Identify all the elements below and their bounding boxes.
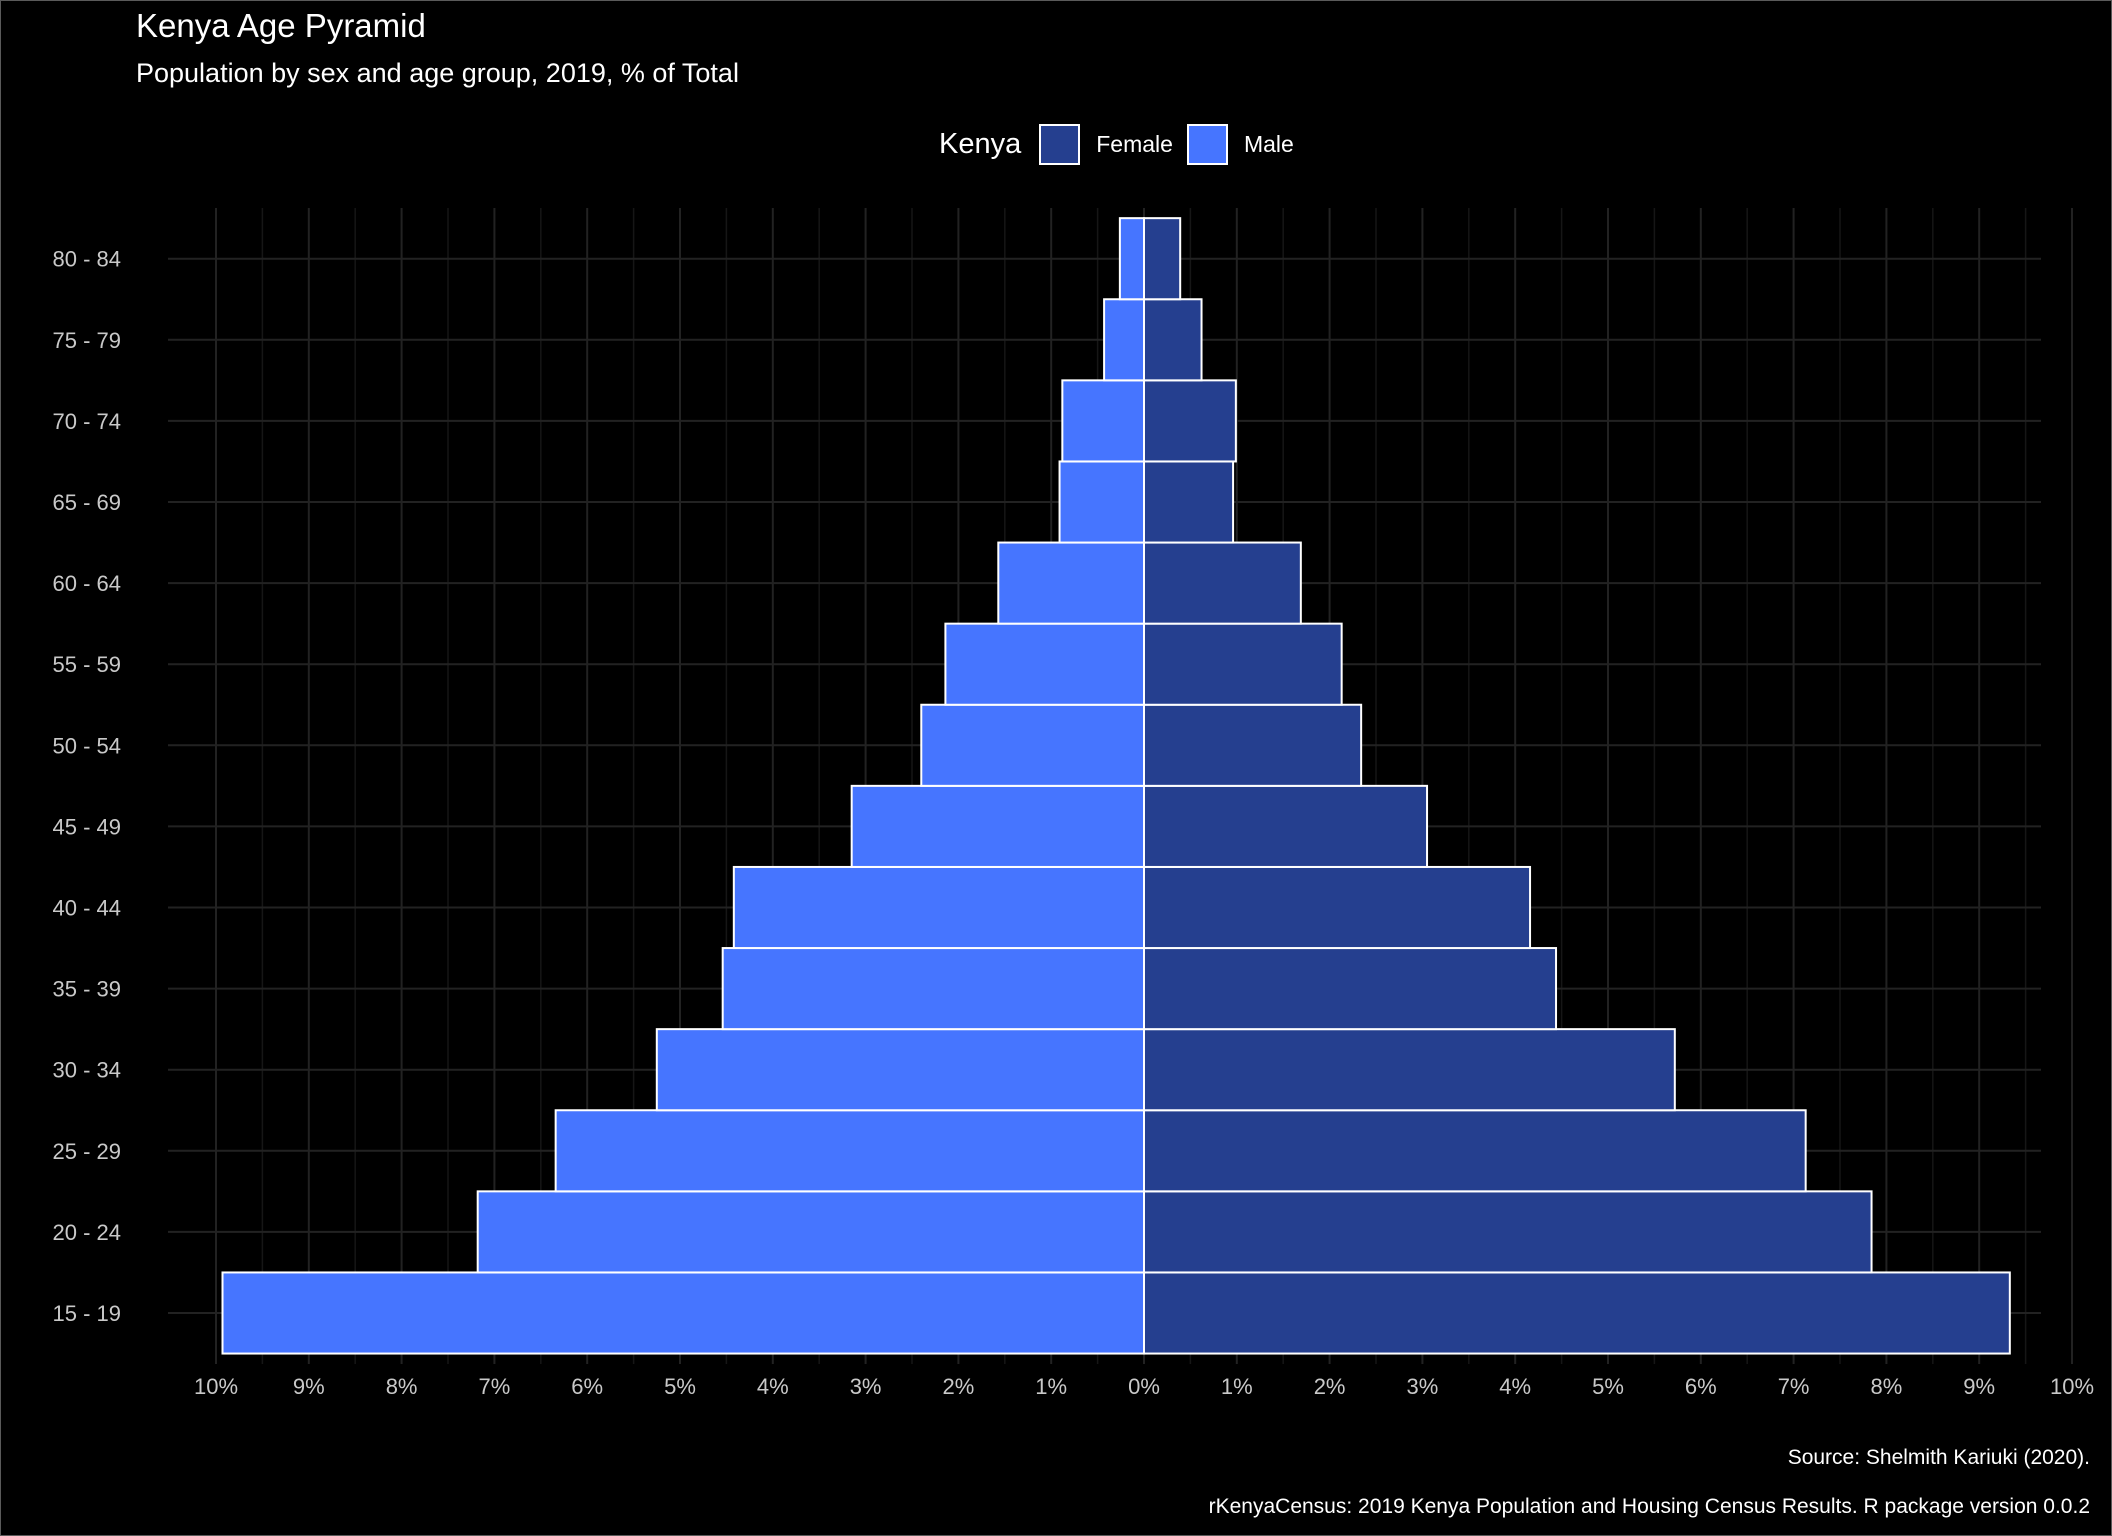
bar-male: [1058, 460, 1145, 544]
x-tick-label: 9%: [1963, 1374, 1995, 1399]
y-tick-label: 65 - 69: [53, 490, 122, 515]
bar-female: [1143, 217, 1182, 301]
y-tick-label: 75 - 79: [53, 328, 122, 353]
y-tick-label: 55 - 59: [53, 652, 122, 677]
bar-female: [1143, 379, 1237, 463]
bar-female: [1143, 1028, 1676, 1112]
legend-key-male: [1186, 123, 1228, 165]
bar-female: [1143, 784, 1429, 868]
bar-female: [1143, 541, 1302, 625]
chart-subtitle: Population by sex and age group, 2019, %…: [136, 58, 739, 88]
bar-male: [221, 1271, 1146, 1355]
bar-male: [1118, 217, 1145, 301]
legend-title: Kenya: [939, 127, 1022, 160]
y-tick-label: 15 - 19: [53, 1301, 122, 1326]
y-tick-label: 60 - 64: [53, 571, 122, 596]
y-tick-label: 30 - 34: [53, 1058, 122, 1083]
x-tick-label: 5%: [664, 1374, 696, 1399]
legend-item-male: Male: [1186, 123, 1294, 165]
bar-male: [920, 703, 1146, 787]
y-tick-label: 25 - 29: [53, 1139, 122, 1164]
bar-male: [850, 784, 1145, 868]
caption-package: rKenyaCensus: 2019 Kenya Population and …: [1208, 1495, 2090, 1518]
x-tick-label: 4%: [1499, 1374, 1531, 1399]
x-tick-label: 4%: [757, 1374, 789, 1399]
x-tick-label: 3%: [850, 1374, 882, 1399]
y-tick-label: 80 - 84: [53, 247, 122, 272]
x-tick-label: 2%: [1314, 1374, 1346, 1399]
x-tick-label: 10%: [2050, 1374, 2094, 1399]
chart-title: Kenya Age Pyramid: [136, 7, 426, 44]
legend-key-female: [1039, 123, 1081, 165]
bar-male: [1103, 298, 1145, 382]
bar-female: [1143, 298, 1203, 382]
x-tick-label: 7%: [1778, 1374, 1810, 1399]
bar-male: [554, 1109, 1145, 1193]
legend-item-female: Female: [1039, 123, 1173, 165]
x-tick-label: 2%: [943, 1374, 975, 1399]
y-tick-label: 20 - 24: [53, 1220, 122, 1245]
bar-female: [1143, 865, 1532, 950]
x-tick-label: 8%: [386, 1374, 418, 1399]
x-tick-label: 6%: [571, 1374, 603, 1399]
x-tick-label: 8%: [1871, 1374, 1903, 1399]
bar-female: [1143, 1190, 1873, 1274]
bar-male: [655, 1028, 1145, 1112]
x-tick-label: 3%: [1407, 1374, 1439, 1399]
y-tick-label: 45 - 49: [53, 814, 122, 839]
bar-female: [1143, 1109, 1807, 1193]
x-tick-label: 7%: [479, 1374, 511, 1399]
legend: Kenya Female Male: [939, 121, 1308, 167]
x-tick-label: 10%: [194, 1374, 238, 1399]
y-tick-label: 35 - 39: [53, 977, 122, 1002]
caption-source: Source: Shelmith Kariuki (2020).: [1787, 1446, 2090, 1469]
bar-female: [1143, 703, 1363, 787]
bar-male: [732, 865, 1145, 950]
bar-male: [721, 947, 1145, 1031]
legend-label-male: Male: [1243, 130, 1294, 157]
bar-male: [476, 1190, 1146, 1274]
bar-female: [1143, 947, 1558, 1031]
legend-label-female: Female: [1096, 130, 1173, 157]
x-tick-label: 6%: [1685, 1374, 1717, 1399]
x-tick-label: 9%: [293, 1374, 325, 1399]
bar-male: [944, 622, 1146, 706]
x-tick-label: 0%: [1128, 1374, 1160, 1399]
bar-male: [1061, 379, 1146, 463]
x-tick-label: 1%: [1035, 1374, 1067, 1399]
y-tick-label: 70 - 74: [53, 409, 122, 434]
bar-female: [1143, 460, 1235, 544]
y-tick-label: 40 - 44: [53, 896, 122, 921]
bar-female: [1143, 622, 1343, 706]
bar-female: [1143, 1271, 2011, 1355]
y-tick-label: 50 - 54: [53, 733, 122, 758]
bar-male: [997, 541, 1146, 625]
x-tick-label: 5%: [1592, 1374, 1624, 1399]
x-tick-label: 1%: [1221, 1374, 1253, 1399]
